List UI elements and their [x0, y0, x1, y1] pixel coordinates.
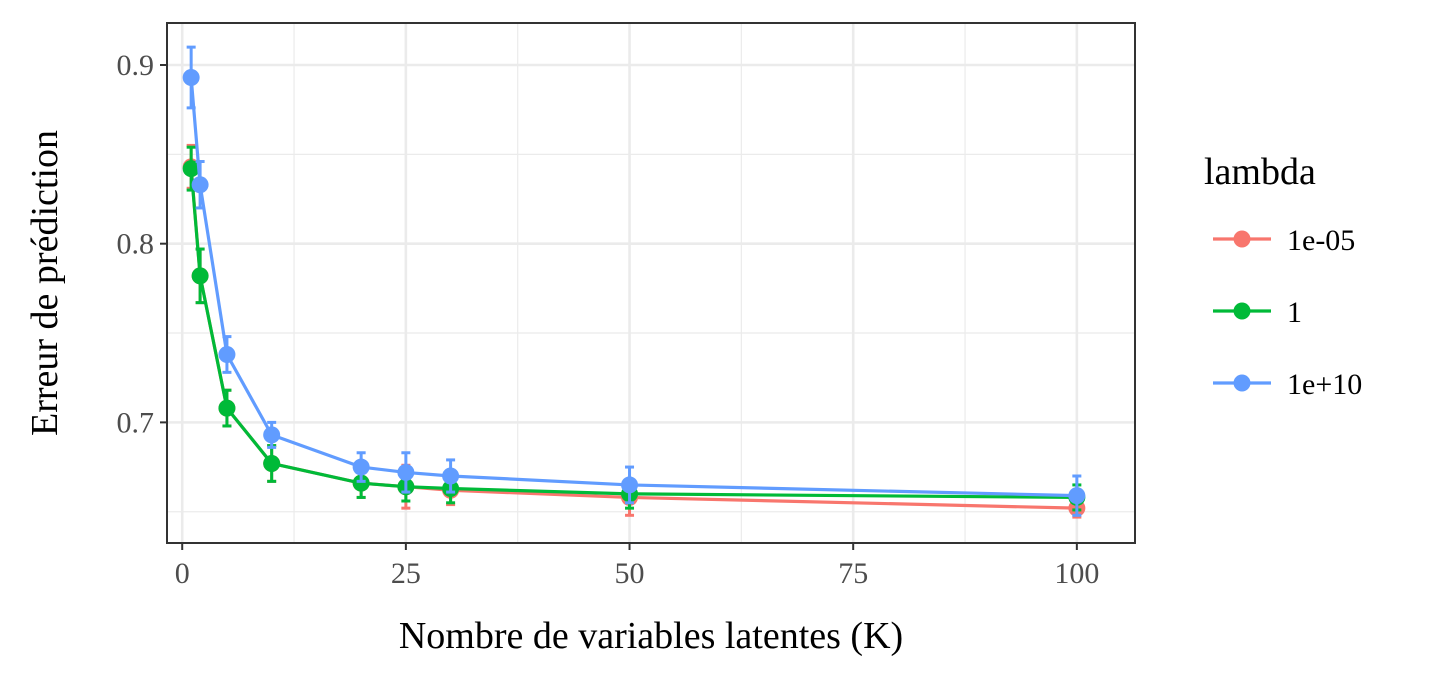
data-point	[191, 267, 209, 285]
legend-key-1e+10	[1213, 374, 1271, 392]
data-point	[191, 176, 209, 194]
y-tick-label: 0.9	[117, 49, 155, 82]
legend-label: 1	[1287, 296, 1302, 329]
legend-key-1	[1213, 302, 1271, 320]
plot-panel-border	[166, 22, 1136, 544]
x-tick-label: 50	[615, 557, 645, 590]
major-gridlines	[167, 23, 1135, 543]
legend-key-point	[1233, 302, 1251, 320]
legend-key-point	[1233, 230, 1251, 248]
data-point	[621, 476, 639, 494]
y-tick-label: 0.8	[117, 228, 155, 261]
series-layer	[182, 45, 1086, 519]
legend-title: lambda	[1204, 151, 1316, 193]
legend-label: 1e+10	[1287, 368, 1362, 401]
x-tick-label: 75	[838, 557, 868, 590]
data-point	[263, 454, 281, 472]
y-axis-title: Erreur de prédiction	[24, 130, 66, 436]
series-1e+10	[182, 45, 1086, 517]
x-axis: 0 25 50 75 100	[175, 543, 1099, 590]
legend: lambda 1e-05 1 1e+10	[1204, 151, 1362, 401]
data-point	[397, 463, 415, 481]
legend-key-1e-05	[1213, 230, 1271, 248]
legend-key-point	[1233, 374, 1251, 392]
data-point	[182, 160, 200, 178]
data-point	[218, 345, 236, 363]
data-point	[218, 399, 236, 417]
x-tick-label: 25	[391, 557, 421, 590]
minor-gridlines	[167, 23, 1135, 543]
data-point	[182, 69, 200, 87]
y-tick-label: 0.7	[117, 406, 155, 439]
data-point	[263, 426, 281, 444]
data-point	[442, 467, 460, 485]
data-point	[352, 474, 370, 492]
data-point	[352, 458, 370, 476]
x-tick-label: 100	[1054, 557, 1099, 590]
x-tick-label: 0	[175, 557, 190, 590]
x-axis-title: Nombre de variables latentes (K)	[399, 615, 903, 657]
legend-label: 1e-05	[1287, 224, 1355, 257]
y-axis: 0.7 0.8 0.9	[117, 49, 167, 439]
data-point	[1068, 487, 1086, 505]
